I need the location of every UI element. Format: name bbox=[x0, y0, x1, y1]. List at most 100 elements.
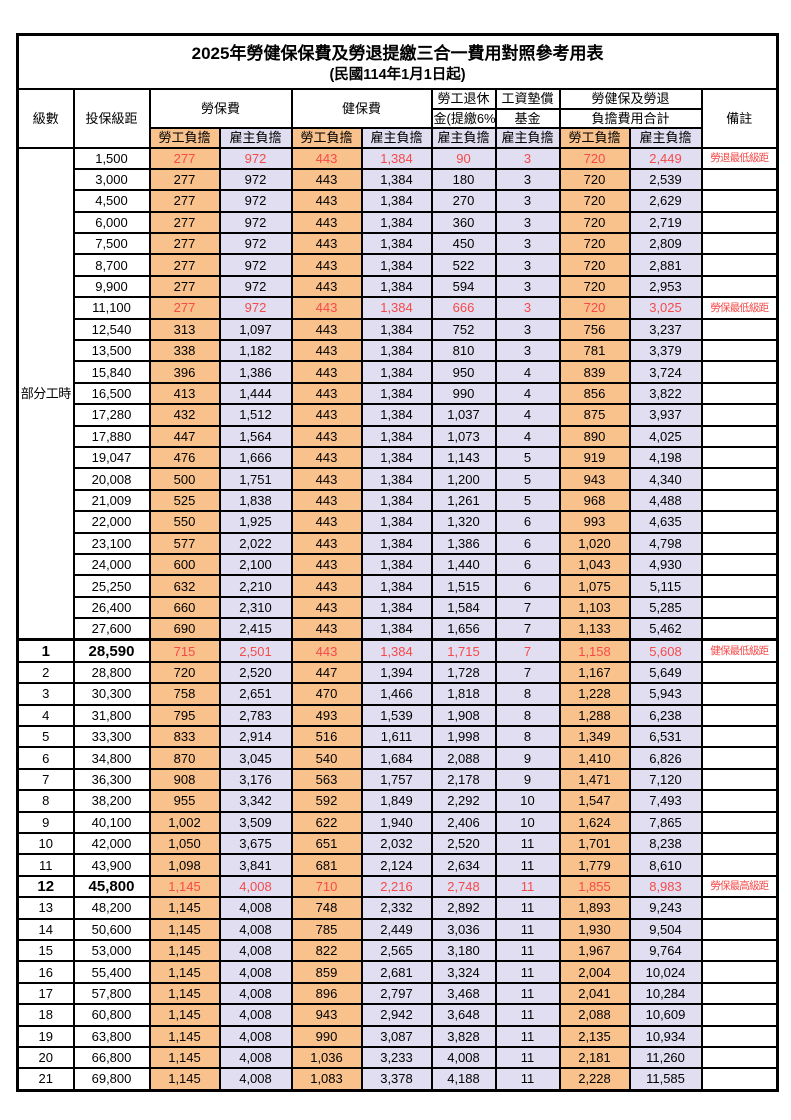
cell-labor-emp: 795 bbox=[148, 703, 221, 728]
cell-fund-er: 3 bbox=[494, 167, 561, 192]
cell-health-emp: 540 bbox=[290, 746, 363, 770]
cell-labor-er: 4,008 bbox=[218, 960, 293, 984]
cell-pension-er: 3,468 bbox=[430, 981, 497, 1006]
table-row: 9 40,100 1,002 3,509 622 1,940 2,406 10 1,624 7,8… bbox=[16, 810, 779, 835]
cell-remark bbox=[700, 338, 779, 363]
subheader-labor-employer: 雇主負擔 bbox=[218, 127, 293, 149]
cell-total-er: 10,609 bbox=[628, 1003, 703, 1027]
cell-total-er: 9,764 bbox=[628, 938, 703, 963]
page-subtitle: (民國114年1月1日起) bbox=[329, 66, 466, 83]
cell-fund-er: 7 bbox=[494, 660, 561, 685]
cell-health-emp: 1,036 bbox=[290, 1045, 363, 1070]
table-row: 6 34,800 870 3,045 540 1,684 2,088 9 1,410 6,826 bbox=[16, 746, 779, 770]
cell-remark bbox=[700, 189, 779, 213]
col-header-wage-fund-line2: 基金 bbox=[494, 107, 561, 129]
cell-labor-er: 2,651 bbox=[218, 682, 293, 706]
cell-health-emp: 896 bbox=[290, 981, 363, 1006]
cell-bracket: 26,400 bbox=[72, 595, 151, 620]
table-row: 22,000 550 1,925 443 1,384 1,320 6 993 4,635 bbox=[18, 510, 779, 534]
table-row: 10 42,000 1,050 3,675 651 2,032 2,520 11 1,701 8,… bbox=[16, 831, 779, 856]
cell-remark bbox=[700, 1045, 779, 1070]
cell-total-emp: 720 bbox=[558, 210, 631, 235]
cell-total-er: 2,809 bbox=[628, 232, 703, 256]
cell-bracket: 69,800 bbox=[72, 1067, 151, 1092]
table-row: 1 28,590 715 2,501 443 1,384 1,715 7 1,158 5,608 健… bbox=[16, 638, 779, 663]
cell-total-er: 9,243 bbox=[628, 896, 703, 920]
cell-health-emp: 443 bbox=[290, 595, 363, 620]
cell-fund-er: 11 bbox=[494, 874, 561, 899]
cell-health-er: 2,216 bbox=[360, 874, 433, 899]
cell-fund-er: 8 bbox=[494, 682, 561, 706]
table-row: 14 50,600 1,145 4,008 785 2,449 3,036 11 1,930 9,… bbox=[16, 917, 779, 941]
cell-total-emp: 720 bbox=[558, 253, 631, 277]
cell-pension-er: 1,515 bbox=[430, 574, 497, 598]
cell-remark bbox=[700, 253, 779, 277]
col-header-labor-insurance: 勞保費 bbox=[148, 88, 293, 129]
cell-labor-er: 4,008 bbox=[218, 938, 293, 963]
cell-labor-er: 1,182 bbox=[218, 338, 293, 363]
cell-bracket: 22,000 bbox=[72, 510, 151, 534]
cell-total-er: 5,649 bbox=[628, 660, 703, 685]
cell-total-er: 7,120 bbox=[628, 767, 703, 792]
cell-remark bbox=[700, 1024, 779, 1048]
cell-health-er: 1,384 bbox=[360, 638, 433, 663]
cell-health-er: 1,384 bbox=[360, 467, 433, 491]
cell-pension-er: 3,648 bbox=[430, 1003, 497, 1027]
cell-remark bbox=[700, 445, 779, 470]
cell-total-er: 10,934 bbox=[628, 1024, 703, 1048]
cell-total-er: 8,238 bbox=[628, 831, 703, 856]
cell-total-er: 3,237 bbox=[628, 317, 703, 342]
cell-health-emp: 990 bbox=[290, 1024, 363, 1048]
cell-fund-er: 3 bbox=[494, 210, 561, 235]
cell-health-emp: 443 bbox=[290, 274, 363, 299]
cell-labor-er: 972 bbox=[218, 296, 293, 320]
cell-fund-er: 3 bbox=[494, 189, 561, 213]
cell-remark bbox=[700, 381, 779, 406]
cell-pension-er: 1,386 bbox=[430, 531, 497, 555]
cell-total-er: 3,822 bbox=[628, 381, 703, 406]
cell-health-emp: 443 bbox=[290, 403, 363, 427]
cell-total-emp: 943 bbox=[558, 467, 631, 491]
cell-labor-emp: 313 bbox=[148, 317, 221, 342]
cell-fund-er: 3 bbox=[494, 253, 561, 277]
cell-labor-emp: 447 bbox=[148, 424, 221, 448]
col-header-wage-fund-line1: 工資墊償 bbox=[494, 88, 561, 110]
cell-remark bbox=[700, 274, 779, 299]
cell-bracket: 43,900 bbox=[72, 853, 151, 877]
cell-pension-er: 2,178 bbox=[430, 767, 497, 792]
cell-fund-er: 6 bbox=[494, 574, 561, 598]
page-title: 2025年勞健保保費及勞退提繳三合一費用對照參考用表 bbox=[191, 44, 604, 64]
cell-labor-er: 4,008 bbox=[218, 1003, 293, 1027]
cell-remark bbox=[700, 960, 779, 984]
cell-health-er: 1,539 bbox=[360, 703, 433, 728]
cell-total-er: 8,610 bbox=[628, 853, 703, 877]
cell-remark bbox=[700, 595, 779, 620]
cell-labor-er: 972 bbox=[218, 210, 293, 235]
cell-bracket: 42,000 bbox=[72, 831, 151, 856]
table-row: 17 57,800 1,145 4,008 896 2,797 3,468 11 2,041 10… bbox=[16, 981, 779, 1006]
cell-total-emp: 919 bbox=[558, 445, 631, 470]
cell-labor-emp: 338 bbox=[148, 338, 221, 363]
table-row: 21,009 525 1,838 443 1,384 1,261 5 968 4,488 bbox=[18, 488, 779, 513]
cell-labor-emp: 833 bbox=[148, 725, 221, 749]
table-row: 7 36,300 908 3,176 563 1,757 2,178 9 1,471 7,120 bbox=[16, 767, 779, 792]
cell-total-emp: 1,855 bbox=[558, 874, 631, 899]
col-header-total-line2: 負擔費用合計 bbox=[558, 107, 703, 129]
cell-labor-er: 1,444 bbox=[218, 381, 293, 406]
cell-health-er: 1,384 bbox=[360, 488, 433, 513]
cell-fund-er: 5 bbox=[494, 467, 561, 491]
cell-remark bbox=[700, 617, 779, 641]
cell-bracket: 30,300 bbox=[72, 682, 151, 706]
cell-remark: 健保最低級距 bbox=[700, 638, 779, 663]
cell-fund-er: 5 bbox=[494, 445, 561, 470]
cell-bracket: 17,280 bbox=[72, 403, 151, 427]
cell-health-emp: 470 bbox=[290, 682, 363, 706]
cell-labor-er: 4,008 bbox=[218, 917, 293, 941]
table-row: 9,900 277 972 443 1,384 594 3 720 2,953 bbox=[18, 274, 779, 299]
cell-health-emp: 443 bbox=[290, 253, 363, 277]
cell-labor-er: 2,501 bbox=[218, 638, 293, 663]
cell-fund-er: 4 bbox=[494, 381, 561, 406]
cell-fund-er: 11 bbox=[494, 1024, 561, 1048]
cell-health-er: 1,384 bbox=[360, 381, 433, 406]
table-row: 13 48,200 1,145 4,008 748 2,332 2,892 11 1,893 9,… bbox=[16, 896, 779, 920]
